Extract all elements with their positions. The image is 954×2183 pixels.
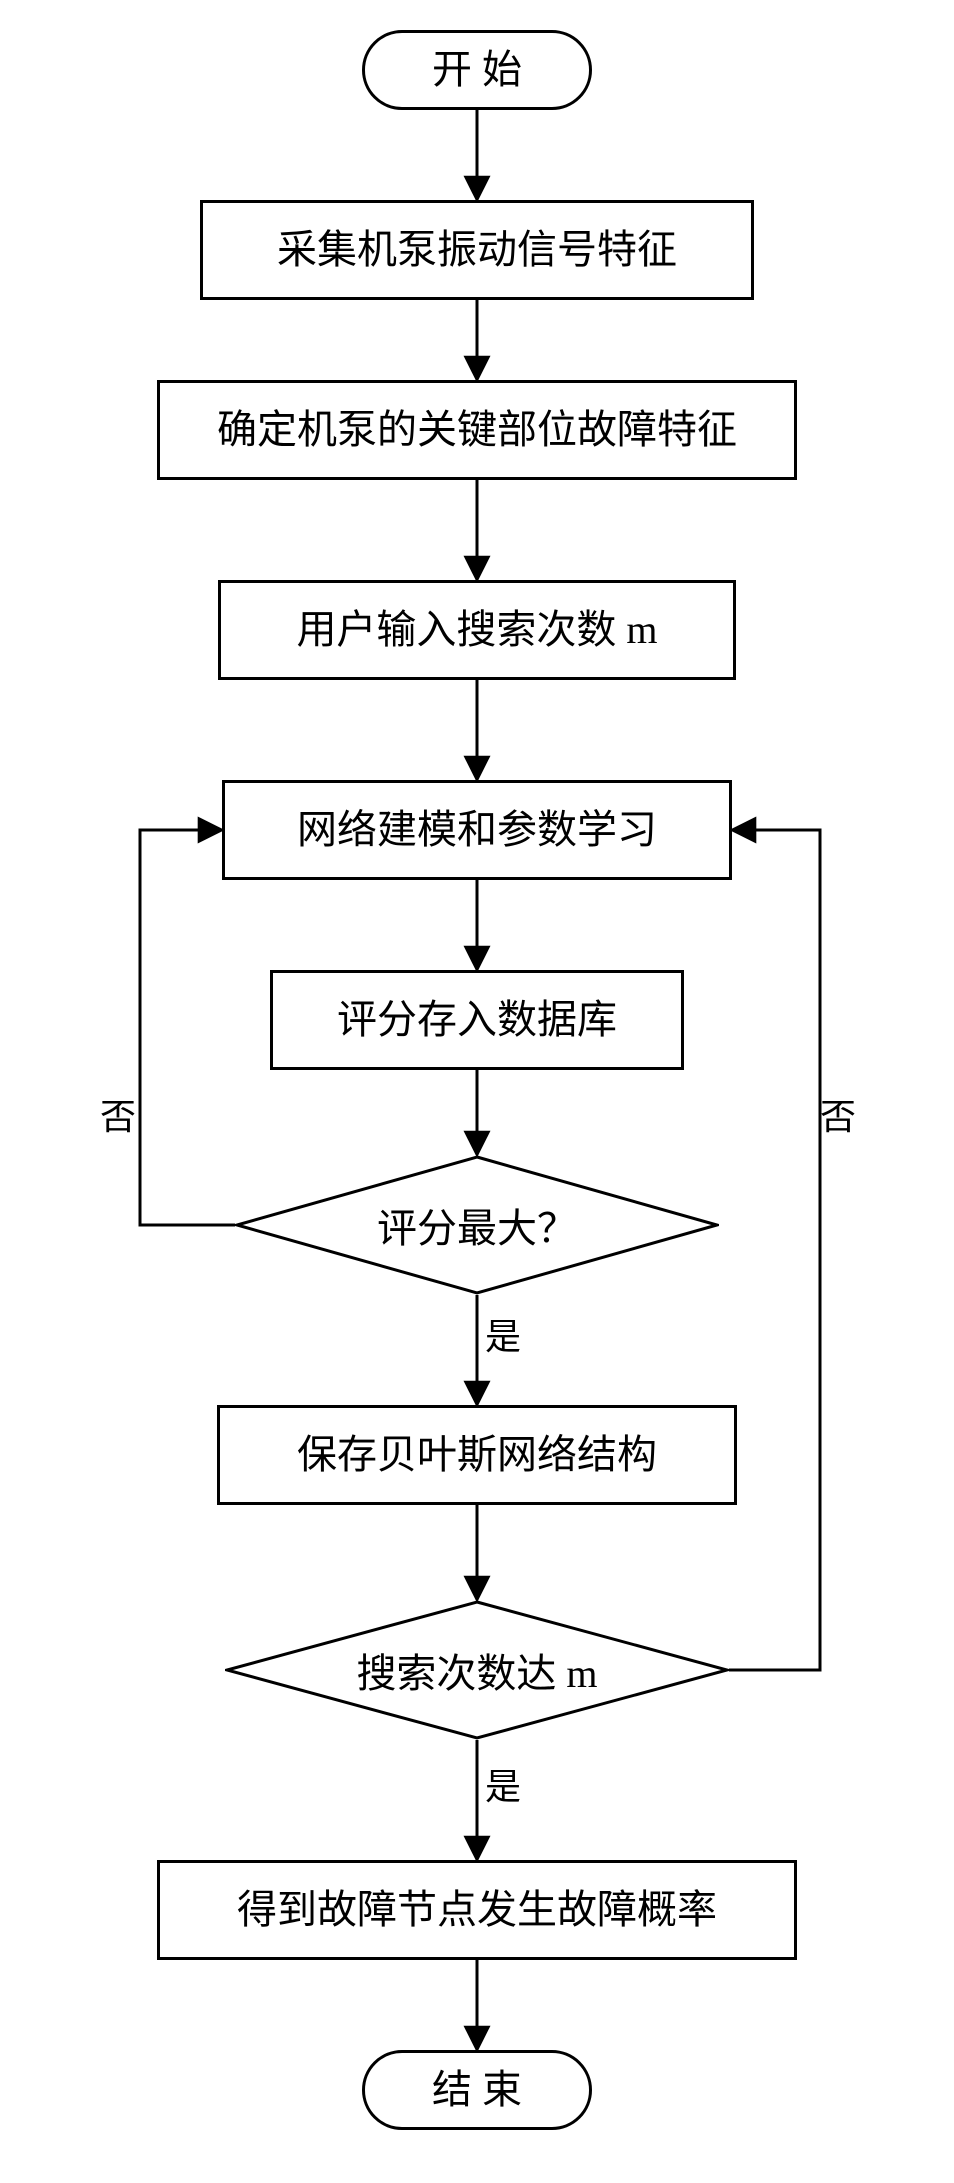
node-label: 评分存入数据库: [337, 996, 617, 1044]
edges-overlay: [0, 0, 954, 2183]
process-node: 确定机泵的关键部位故障特征: [157, 380, 797, 480]
process-node: 网络建模和参数学习: [222, 780, 732, 880]
process-node: 保存贝叶斯网络结构: [217, 1405, 737, 1505]
edge-label: 是: [485, 1758, 521, 1810]
node-label: 确定机泵的关键部位故障特征: [217, 406, 737, 454]
node-label: 采集机泵振动信号特征: [277, 226, 677, 274]
node-label: 得到故障节点发生故障概率: [237, 1886, 717, 1934]
process-node: 评分存入数据库: [270, 970, 684, 1070]
process-node: 得到故障节点发生故障概率: [157, 1860, 797, 1960]
node-label: 网络建模和参数学习: [297, 806, 657, 854]
process-node: 采集机泵振动信号特征: [200, 200, 754, 300]
terminal-node: 结 束: [362, 2050, 592, 2130]
flowchart-canvas: 开 始采集机泵振动信号特征确定机泵的关键部位故障特征用户输入搜索次数 m 网络建模…: [0, 0, 954, 2183]
terminal-node: 开 始: [362, 30, 592, 110]
edge-label: 否: [820, 1088, 856, 1140]
node-label: 用户输入搜索次数 m: [296, 606, 657, 654]
process-node: 用户输入搜索次数 m: [218, 580, 736, 680]
decision-node: 评分最大？: [235, 1155, 719, 1295]
node-label: 搜索次数达 m: [356, 1641, 597, 1699]
decision-node: 搜索次数达 m: [225, 1600, 729, 1740]
node-label: 保存贝叶斯网络结构: [297, 1431, 657, 1479]
flow-edge: [729, 830, 820, 1670]
node-label: 开 始: [432, 46, 522, 94]
node-label: 结 束: [432, 2066, 522, 2114]
node-label: 评分最大？: [377, 1196, 577, 1254]
edge-label: 是: [485, 1308, 521, 1360]
flow-edge: [140, 830, 235, 1225]
edge-label: 否: [100, 1088, 136, 1140]
